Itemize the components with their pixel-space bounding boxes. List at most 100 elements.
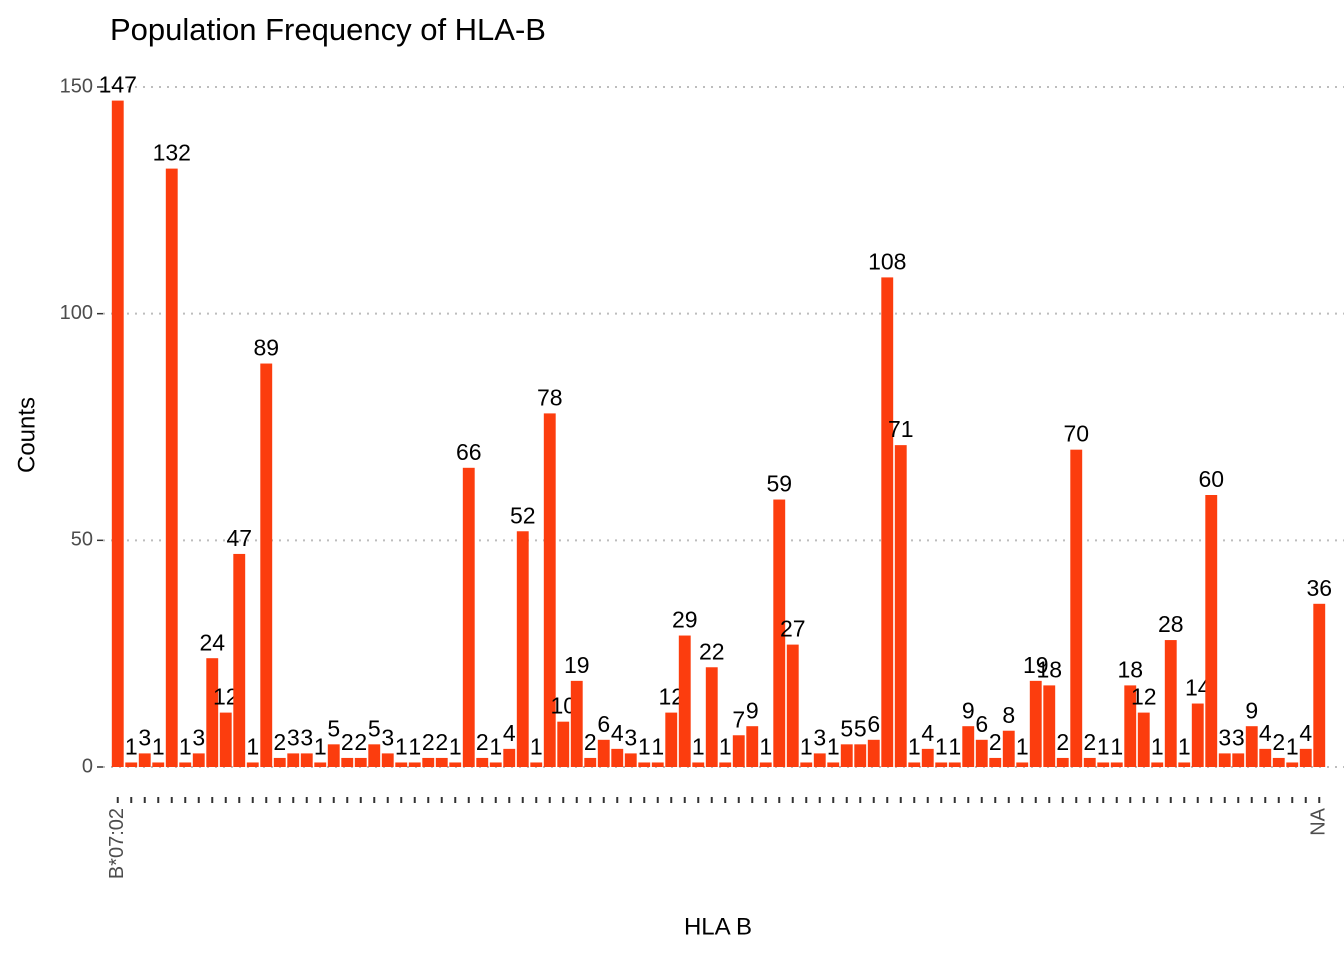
bar <box>948 762 961 767</box>
value-label: 1 <box>651 734 664 760</box>
value-label: 70 <box>1063 421 1089 447</box>
value-label: 1 <box>692 734 705 760</box>
value-label: 89 <box>253 335 279 361</box>
value-label: 71 <box>888 416 914 442</box>
bar <box>530 762 543 767</box>
value-label: 1 <box>179 734 192 760</box>
value-label: 1 <box>1016 734 1029 760</box>
bar <box>1016 762 1029 767</box>
bar <box>962 726 975 767</box>
bar <box>881 277 894 767</box>
bar <box>152 762 165 767</box>
value-label: 2 <box>1083 729 1096 755</box>
value-label: 1 <box>719 734 732 760</box>
y-tick-label: 50 <box>71 529 93 551</box>
value-label: 1 <box>1097 734 1110 760</box>
value-label: 6 <box>867 711 880 737</box>
bar <box>354 757 367 767</box>
chart-title: Population Frequency of HLA-B <box>110 12 546 47</box>
bar <box>854 744 867 767</box>
value-label: 9 <box>962 697 975 723</box>
value-label: 1 <box>530 734 543 760</box>
bar <box>449 762 462 767</box>
bar <box>543 413 556 767</box>
bar <box>1164 640 1177 767</box>
bar <box>125 762 138 767</box>
bar <box>611 748 624 767</box>
value-label: 3 <box>300 724 313 750</box>
value-label: 2 <box>476 729 489 755</box>
bar <box>408 762 421 767</box>
bar <box>759 762 772 767</box>
bar <box>1191 703 1204 767</box>
bar <box>800 762 813 767</box>
bar <box>1029 680 1042 767</box>
value-label: 2 <box>354 729 367 755</box>
bar <box>368 744 381 767</box>
bar <box>1097 762 1110 767</box>
value-label: 1 <box>152 734 165 760</box>
x-tick-label: NA <box>1308 807 1330 835</box>
value-label: 4 <box>503 720 516 746</box>
bar <box>422 757 435 767</box>
bar <box>840 744 853 767</box>
bar <box>935 762 948 767</box>
value-label: 108 <box>868 248 906 274</box>
bar <box>503 748 516 767</box>
value-label: 1 <box>125 734 138 760</box>
y-tick-label: 150 <box>60 75 93 97</box>
bar <box>111 100 124 768</box>
value-label: 3 <box>1218 724 1231 750</box>
bar <box>341 757 354 767</box>
value-label: 19 <box>564 652 590 678</box>
value-label: 3 <box>192 724 205 750</box>
bar <box>314 762 327 767</box>
value-label: 52 <box>510 502 536 528</box>
bar <box>1313 603 1326 767</box>
value-label: 29 <box>672 607 698 633</box>
value-label: 2 <box>989 729 1002 755</box>
bar <box>138 753 151 767</box>
bar <box>827 762 840 767</box>
bar <box>1299 748 1312 767</box>
value-label: 4 <box>611 720 624 746</box>
value-label: 5 <box>327 715 340 741</box>
value-label: 5 <box>368 715 381 741</box>
bar <box>489 762 502 767</box>
bar <box>894 445 907 767</box>
value-label: 2 <box>584 729 597 755</box>
bar <box>1070 449 1083 767</box>
value-label: 1 <box>1151 734 1164 760</box>
bar <box>300 753 313 767</box>
bar <box>1205 495 1218 767</box>
bar <box>678 635 691 767</box>
bar <box>975 739 988 767</box>
bar <box>435 757 448 767</box>
bar <box>1259 748 1272 767</box>
value-label: 1 <box>395 734 408 760</box>
bar <box>1218 753 1231 767</box>
value-label: 60 <box>1198 466 1224 492</box>
value-label: 4 <box>1299 720 1312 746</box>
value-label: 1 <box>935 734 948 760</box>
bar <box>638 762 651 767</box>
bar <box>692 762 705 767</box>
value-label: 18 <box>1036 656 1062 682</box>
bar <box>1083 757 1096 767</box>
value-label: 59 <box>766 471 792 497</box>
value-label: 3 <box>1232 724 1245 750</box>
value-label: 4 <box>1259 720 1272 746</box>
value-label: 2 <box>435 729 448 755</box>
bar <box>206 658 219 767</box>
bar <box>1245 726 1258 767</box>
value-label: 1 <box>314 734 327 760</box>
y-tick-label: 100 <box>60 302 93 324</box>
bar <box>719 762 732 767</box>
value-label: 1 <box>759 734 772 760</box>
value-label: 18 <box>1117 656 1143 682</box>
bar <box>273 757 286 767</box>
bar <box>1272 757 1285 767</box>
bar <box>516 531 529 767</box>
value-label: 1 <box>1178 734 1191 760</box>
